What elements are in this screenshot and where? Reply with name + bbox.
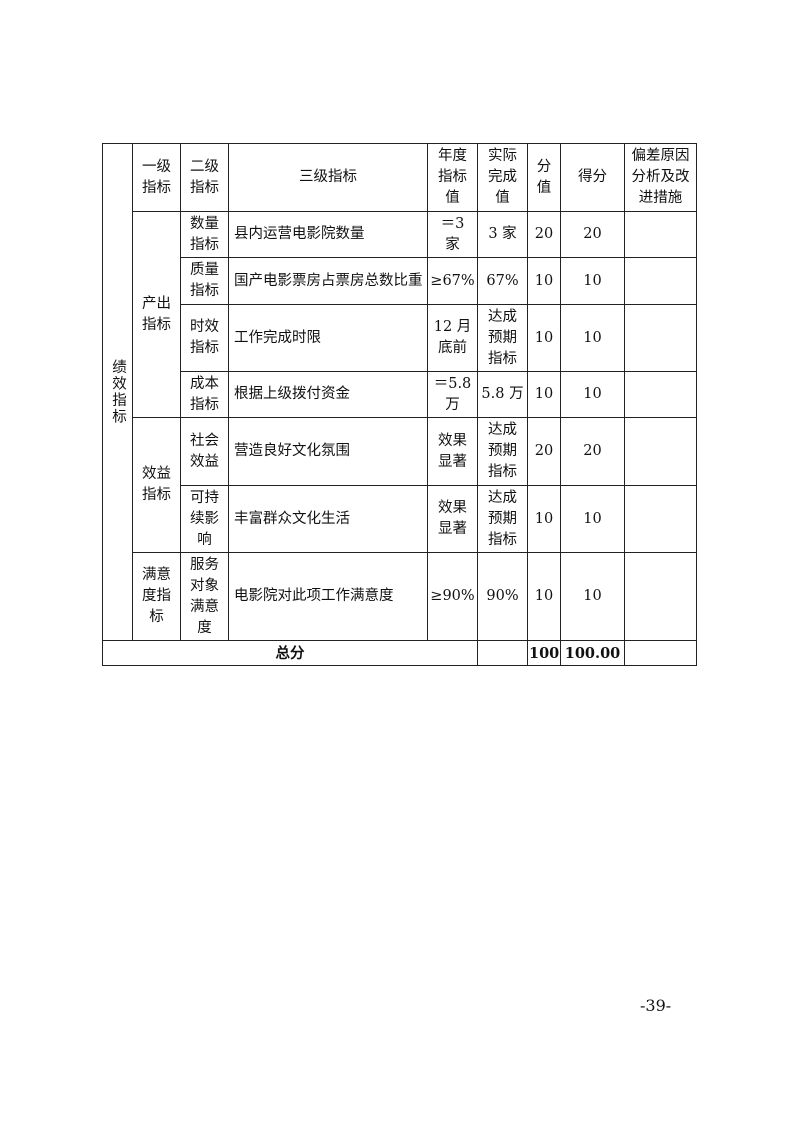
score-cell: 10 — [560, 304, 625, 372]
level2-cell: 时效 指标 — [180, 304, 229, 372]
actual-cell: 67% — [477, 257, 528, 305]
remark-cell — [624, 485, 697, 553]
total-label: 总分 — [102, 640, 478, 666]
target-cell: 效果 显著 — [427, 417, 478, 486]
level3-cell: 国产电影票房占票房总数比重 — [228, 257, 428, 305]
level2-cell: 质量 指标 — [180, 257, 229, 305]
actual-cell: 3 家 — [477, 211, 528, 258]
header-actual: 实际 完成 值 — [477, 143, 528, 212]
score-cell: 20 — [560, 211, 625, 258]
total-weight: 100 — [527, 640, 561, 666]
table-row: 成本 指标 根据上级拨付资金 ＝5.8 万 5.8 万 10 10 — [103, 371, 697, 418]
target-cell: ＝5.8 万 — [427, 371, 478, 418]
side-label-cell: 绩效指标 — [102, 143, 133, 641]
level3-cell: 根据上级拨付资金 — [228, 371, 428, 418]
remark-cell — [624, 417, 697, 486]
level2-cell: 成本 指标 — [180, 371, 229, 418]
group-output: 产出 指标 — [132, 211, 181, 418]
level3-cell: 丰富群众文化生活 — [228, 485, 428, 553]
table-row: 可持 续影 响 丰富群众文化生活 效果 显著 达成 预期 指标 10 10 — [103, 485, 697, 553]
group-benefit: 效益 指标 — [132, 417, 181, 553]
header-level1: 一级 指标 — [132, 143, 181, 212]
level3-cell: 电影院对此项工作满意度 — [228, 552, 428, 641]
page-number: -39- — [640, 996, 672, 1015]
level2-cell: 数量 指标 — [180, 211, 229, 258]
remark-cell — [624, 257, 697, 305]
performance-indicator-table: 绩效指标 一级 指标 二级 指标 三级指标 年度 指标 值 实际 完成 值 分 … — [102, 143, 697, 666]
header-remark: 偏差原因 分析及改 进措施 — [624, 143, 697, 212]
score-cell: 10 — [560, 485, 625, 553]
target-cell: ＝3 家 — [427, 211, 478, 258]
actual-cell: 达成 预期 指标 — [477, 304, 528, 372]
score-cell: 20 — [560, 417, 625, 486]
header-level2: 二级 指标 — [180, 143, 229, 212]
total-actual-cell — [477, 640, 528, 666]
table-row: 质量 指标 国产电影票房占票房总数比重 ≥67% 67% 10 10 — [103, 257, 697, 305]
remark-cell — [624, 371, 697, 418]
level2-cell: 社会 效益 — [180, 417, 229, 486]
remark-cell — [624, 211, 697, 258]
remark-cell — [624, 552, 697, 641]
weight-cell: 20 — [527, 417, 561, 486]
score-cell: 10 — [560, 552, 625, 641]
total-row: 总分 100 100.00 — [102, 640, 697, 666]
actual-cell: 5.8 万 — [477, 371, 528, 418]
weight-cell: 10 — [527, 371, 561, 418]
weight-cell: 10 — [527, 485, 561, 553]
header-weight: 分 值 — [527, 143, 561, 212]
header-score: 得分 — [560, 143, 625, 212]
table-row: 满意 度指 标 服务 对象 满意 度 电影院对此项工作满意度 ≥90% 90% … — [103, 552, 697, 641]
level3-cell: 县内运营电影院数量 — [228, 211, 428, 258]
actual-cell: 达成 预期 指标 — [477, 485, 528, 553]
score-cell: 10 — [560, 371, 625, 418]
weight-cell: 10 — [527, 304, 561, 372]
table-row: 时效 指标 工作完成时限 12 月 底前 达成 预期 指标 10 10 — [103, 304, 697, 372]
remark-cell — [624, 304, 697, 372]
weight-cell: 10 — [527, 552, 561, 641]
total-remark-cell — [624, 640, 697, 666]
table-row: 产出 指标 数量 指标 县内运营电影院数量 ＝3 家 3 家 20 20 — [103, 211, 697, 418]
score-cell: 10 — [560, 257, 625, 305]
header-target: 年度 指标 值 — [427, 143, 478, 212]
actual-cell: 达成 预期 指标 — [477, 417, 528, 486]
total-score: 100.00 — [560, 640, 625, 666]
header-row: 绩效指标 一级 指标 二级 指标 三级指标 年度 指标 值 实际 完成 值 分 … — [102, 143, 697, 641]
target-cell: 效果 显著 — [427, 485, 478, 553]
target-cell: ≥67% — [427, 257, 478, 305]
weight-cell: 20 — [527, 211, 561, 258]
target-cell: ≥90% — [427, 552, 478, 641]
level3-cell: 营造良好文化氛围 — [228, 417, 428, 486]
level2-cell: 可持 续影 响 — [180, 485, 229, 553]
target-cell: 12 月 底前 — [427, 304, 478, 372]
weight-cell: 10 — [527, 257, 561, 305]
table-row: 效益 指标 社会 效益 营造良好文化氛围 效果 显著 达成 预期 指标 20 2… — [103, 417, 697, 553]
level3-cell: 工作完成时限 — [228, 304, 428, 372]
group-satisfaction: 满意 度指 标 — [132, 552, 181, 641]
level2-cell: 服务 对象 满意 度 — [180, 552, 229, 641]
side-label: 绩效指标 — [110, 359, 126, 425]
actual-cell: 90% — [477, 552, 528, 641]
header-level3: 三级指标 — [228, 143, 428, 212]
